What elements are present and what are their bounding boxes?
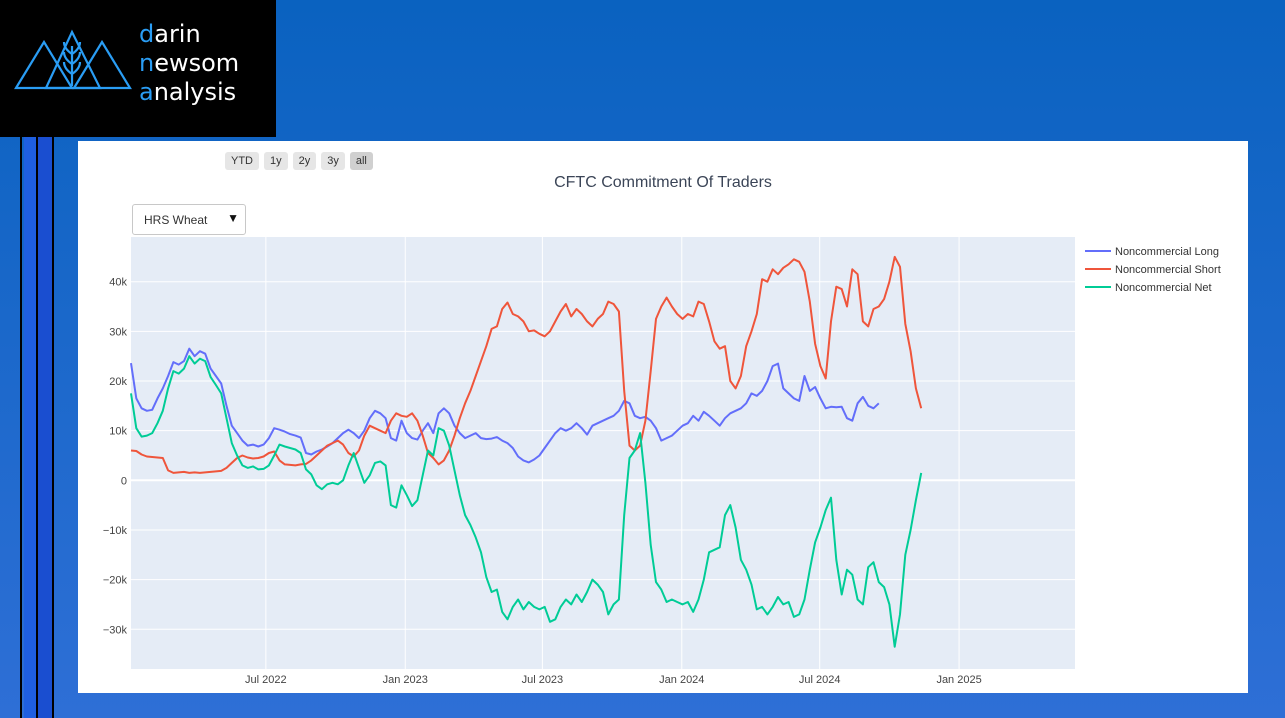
y-tick-label: −30k [103,624,128,636]
y-tick-label: 0 [121,475,127,487]
series-line-noncommercial-short [130,255,923,474]
legend-label: Noncommercial Long [1115,246,1219,258]
series-line-noncommercial-long [130,347,880,464]
range-button-ytd[interactable]: YTD [225,152,259,170]
legend-label: Noncommercial Net [1115,282,1212,294]
legend-label: Noncommercial Short [1115,264,1221,276]
logo-letter: d [139,20,155,48]
range-button-all[interactable]: all [349,152,373,170]
x-tick-label: Jul 2023 [522,674,564,686]
y-tick-label: 30k [109,326,127,338]
logo-letter: a [139,78,154,106]
commodity-dropdown[interactable]: HRS Wheat ▼ [132,204,246,235]
series-line-noncommercial-net [130,355,923,648]
x-tick-label: Jul 2024 [799,674,841,686]
logo-letter: n [139,49,155,77]
x-tick-label: Jan 2024 [659,674,704,686]
y-tick-label: 20k [109,376,127,388]
range-selector: YTD 1y 2y 3y all [225,152,373,170]
logo: darin newsom analysis [0,0,276,137]
x-tick-label: Jul 2022 [245,674,287,686]
range-button-1y[interactable]: 1y [264,152,288,170]
logo-word: ewsom [154,49,240,77]
dropdown-selected-value: HRS Wheat [144,213,208,227]
y-tick-label: −20k [103,575,128,587]
logo-wordmark: darin newsom analysis [139,20,239,107]
chevron-down-icon: ▼ [227,211,239,225]
range-button-3y[interactable]: 3y [321,152,345,170]
chart-panel: −30k −20k −10k 0 10k 20k 30k 40k Jul 2022 Jan 202… [78,141,1248,693]
range-button-2y[interactable]: 2y [292,152,317,170]
decorative-side-bars [20,137,54,718]
x-tick-label: Jan 2025 [936,674,981,686]
logo-word: nalysis [153,78,237,106]
y-tick-label: 40k [109,277,127,289]
y-tick-label: −10k [103,525,128,537]
plot-area [131,237,1075,669]
logo-word: arin [154,20,201,48]
chart-title: CFTC Commitment Of Traders [554,174,772,191]
mountain-wheat-logo-icon [14,29,132,90]
line-chart: −30k −20k −10k 0 10k 20k 30k 40k Jul 2022 Jan 202… [103,237,1221,686]
x-tick-label: Jan 2023 [383,674,428,686]
y-tick-label: 10k [109,426,127,438]
